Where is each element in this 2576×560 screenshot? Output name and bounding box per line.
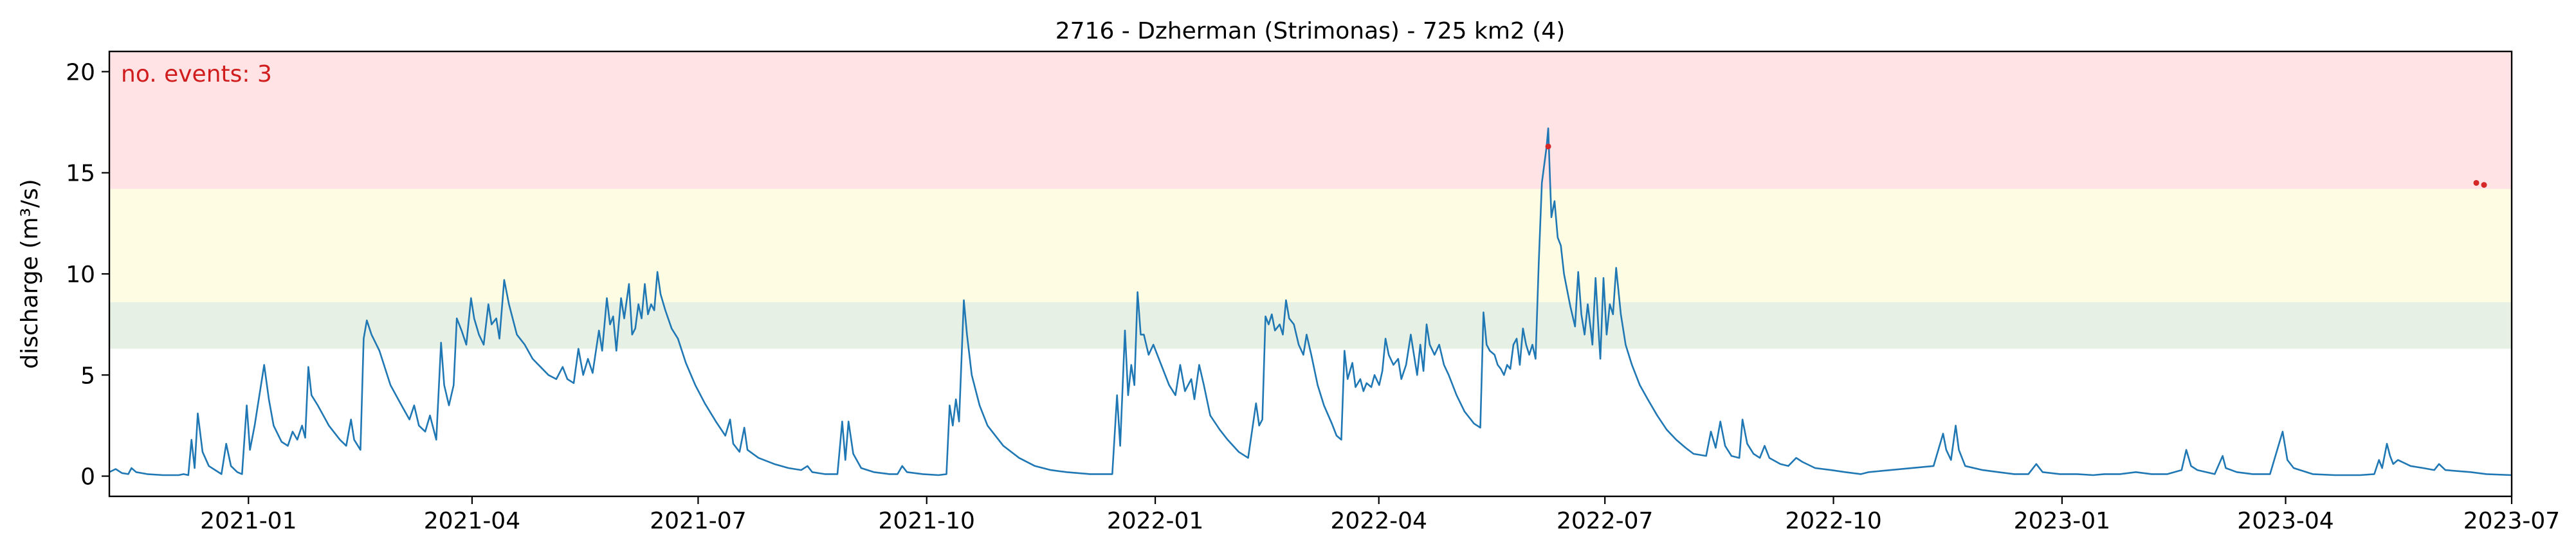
y-tick-label-5: 5: [80, 363, 95, 389]
chart-title: 2716 - Dzherman (Strimonas) - 725 km2 (4…: [1055, 18, 1566, 44]
x-tick-label-2023-01: 2023-01: [2014, 508, 2110, 534]
y-tick-label-10: 10: [66, 262, 95, 288]
threshold-band-3: [109, 51, 2512, 189]
y-axis-label: discharge (m³/s): [17, 179, 43, 368]
threshold-band-2: [109, 188, 2512, 303]
discharge-line: [109, 127, 2512, 476]
x-tick-label-2023-07: 2023-07: [2463, 508, 2560, 534]
x-tick-label-2022-01: 2022-01: [1107, 508, 1203, 534]
x-tick-label-2021-01: 2021-01: [200, 508, 297, 534]
threshold-bands: [109, 51, 2512, 349]
x-axis: 2021-01 2021-04 2021-07 2021-10 2022-01 2022-…: [200, 496, 2560, 534]
x-tick-label-2021-10: 2021-10: [879, 508, 975, 534]
x-tick-label-2022-07: 2022-07: [1557, 508, 1653, 534]
event-marker-3: [2481, 182, 2487, 188]
discharge-series: [109, 127, 2512, 476]
event-marker-2: [2473, 179, 2480, 186]
x-tick-label-2021-04: 2021-04: [424, 508, 520, 534]
y-tick-label-0: 0: [80, 464, 95, 491]
x-tick-label-2022-04: 2022-04: [1331, 508, 1427, 534]
y-tick-label-20: 20: [66, 59, 95, 86]
x-tick-label-2023-04: 2023-04: [2237, 508, 2334, 534]
event-markers: [1545, 143, 2487, 188]
x-tick-label-2021-07: 2021-07: [650, 508, 746, 534]
y-axis: 0 5 10 15 20: [66, 59, 109, 491]
y-tick-label-15: 15: [66, 161, 95, 187]
events-count-annotation: no. events: 3: [121, 61, 272, 87]
event-marker-1: [1545, 143, 1551, 150]
x-tick-label-2022-10: 2022-10: [1785, 508, 1881, 534]
